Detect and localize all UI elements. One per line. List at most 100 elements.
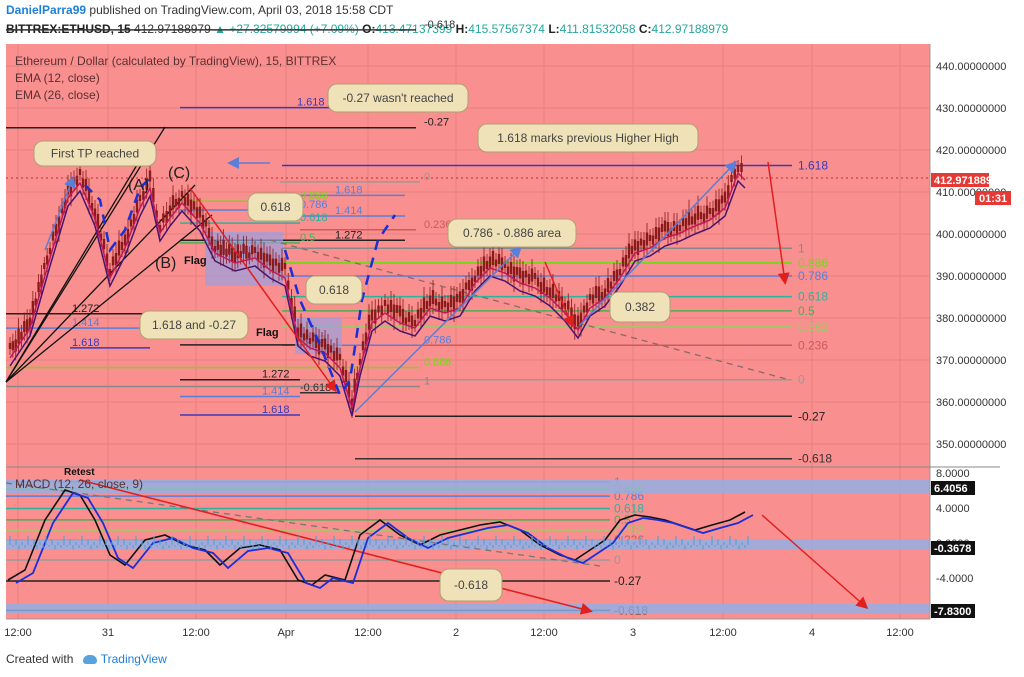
candle-body — [455, 294, 459, 302]
high-label: H: — [455, 22, 469, 36]
candle-body — [678, 225, 682, 231]
candle-body — [25, 319, 29, 334]
candle-body — [392, 304, 396, 320]
candle-body — [168, 205, 172, 217]
candle-body — [606, 278, 610, 292]
candle-body — [660, 224, 664, 232]
candle-body — [37, 282, 40, 292]
price-tick-label: 420.00000000 — [936, 145, 1006, 157]
candle-body — [364, 332, 368, 345]
red-arrow — [544, 261, 574, 328]
candle-body — [11, 341, 15, 351]
trendline — [5, 126, 166, 383]
candle-body — [48, 248, 52, 254]
candle-body — [434, 298, 438, 306]
fib-label-right: 1 — [798, 241, 805, 255]
fib-label-left: 1.414 — [72, 317, 100, 329]
candle-body — [416, 309, 420, 319]
callout-618-b-bubble — [305, 275, 363, 305]
drawings: (A) (B) (C) Flag Flag — [44, 157, 790, 413]
callout-1618-bubble — [139, 310, 249, 340]
candle-body — [627, 243, 631, 259]
candle-body — [75, 175, 79, 186]
candle-body — [344, 370, 348, 382]
candle-body — [370, 309, 374, 321]
time-tick-label: 12:00 — [354, 627, 382, 639]
macd-band — [6, 539, 930, 550]
publish-line: DanielParra99 published on TradingView.c… — [6, 3, 393, 17]
candle-body — [440, 296, 444, 310]
candle-body — [500, 257, 504, 271]
current-price-label: 412.97188979 — [934, 175, 1004, 187]
candle-body — [271, 258, 275, 273]
candle-body — [296, 327, 300, 339]
price-pane-bg — [6, 44, 930, 467]
created-with: Created with — [6, 652, 74, 666]
candle-body — [23, 321, 26, 333]
time-tick-label: 2 — [453, 627, 459, 639]
candle-body — [407, 312, 411, 322]
candle-body — [497, 254, 501, 264]
time-tick-label: 12:00 — [530, 627, 558, 639]
candle-body — [413, 320, 417, 326]
candle-body — [446, 302, 450, 312]
candle-body — [222, 239, 225, 255]
tradingview-link[interactable]: TradingView — [100, 652, 167, 666]
macd-band — [6, 604, 930, 614]
candle-body — [443, 301, 447, 307]
price-tick-label: 380.00000000 — [936, 313, 1006, 325]
macd-fib-label: 0 — [614, 553, 621, 567]
blue-arrow — [44, 175, 76, 251]
candle-body — [708, 208, 712, 214]
callout-618-a-bubble — [247, 192, 304, 222]
candle-body — [28, 317, 32, 329]
candle-body — [216, 240, 220, 250]
callout-higher-high-bubble — [477, 123, 699, 153]
candle-body — [570, 307, 573, 320]
candle-body — [314, 336, 318, 348]
macd-value-label: 6.4056 — [934, 483, 968, 495]
legend: Ethereum / Dollar (calculated by Trading… — [15, 54, 336, 491]
candle-body — [233, 251, 237, 263]
author-name[interactable]: DanielParra99 — [6, 3, 87, 17]
candle-body — [591, 294, 595, 304]
red-arrow — [767, 161, 790, 285]
candle-body — [733, 168, 736, 179]
candle-body — [612, 271, 616, 281]
change: ▲ +27.32579994 (+7.09%) — [214, 22, 359, 36]
candle-body — [358, 359, 362, 365]
candle-body — [645, 232, 649, 246]
candle-body — [162, 213, 165, 223]
candle-body — [633, 239, 637, 251]
candle-body — [201, 215, 205, 229]
fib-label-left: 1.414 — [335, 205, 363, 217]
candle-body — [380, 305, 383, 316]
ema-12-line — [9, 171, 746, 409]
candle-body — [63, 197, 67, 209]
candle-body — [219, 244, 222, 257]
callouts: First TP reached -0.27 wasn't reached 1.61… — [33, 83, 699, 602]
candle-body — [225, 248, 228, 257]
fib-label-left: 1.618 — [72, 337, 100, 349]
symbol: BITTREX:ETHUSD, 15 — [6, 22, 131, 36]
macd-band — [6, 480, 930, 494]
candle-body — [736, 166, 740, 172]
candle-body — [545, 287, 549, 295]
candle-body — [69, 182, 73, 197]
callout-area: 0.786 - 0.886 area — [463, 226, 561, 240]
candle-body — [428, 295, 432, 307]
macd-fib-label: -0.27 — [614, 574, 642, 588]
candle-body — [524, 270, 528, 278]
countdown-tag — [975, 191, 1011, 205]
fib-label-left: 0.5 — [300, 232, 315, 244]
candle-body — [277, 262, 281, 273]
candle-body — [419, 308, 423, 320]
candle-body — [740, 163, 743, 172]
callout-1618: 1.618 and -0.27 — [152, 318, 236, 332]
wave-b-label: (B) — [155, 255, 176, 272]
red-arrow — [189, 187, 337, 393]
macd-tick-label: 4.0000 — [936, 503, 970, 515]
callout-minus-618: -0.618 — [454, 578, 488, 592]
candle-body — [654, 227, 658, 239]
